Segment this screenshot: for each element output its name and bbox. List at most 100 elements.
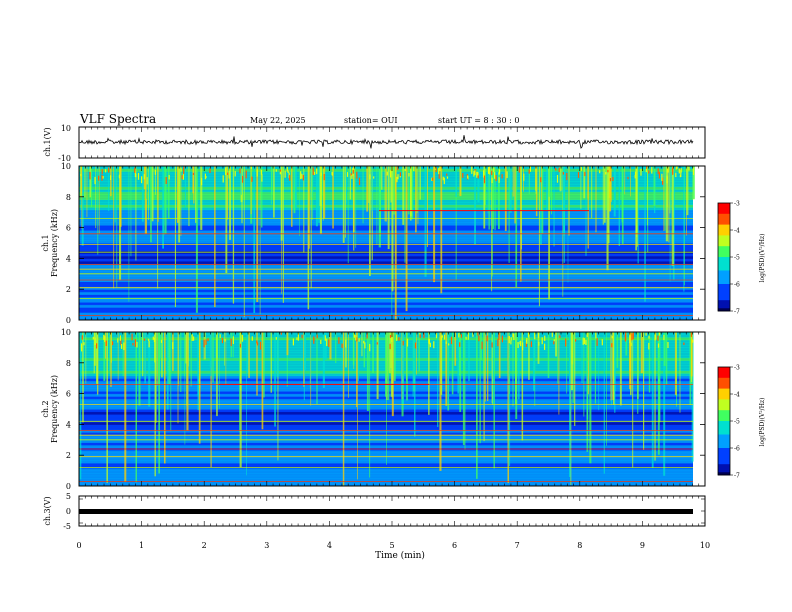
high-frequency-burst xyxy=(495,175,497,182)
sferic-mark xyxy=(185,332,187,364)
time-tick-label: 2 xyxy=(202,541,207,550)
high-frequency-burst xyxy=(529,166,531,172)
high-frequency-burst xyxy=(537,332,540,338)
sferic-mark xyxy=(303,166,305,253)
high-frequency-burst xyxy=(279,169,281,173)
colorbar-cell xyxy=(718,211,730,215)
sferic-mark xyxy=(216,332,218,417)
sferic-mark xyxy=(391,166,394,292)
sferic-mark xyxy=(624,166,626,195)
ch1-spectrogram-ylabel: ch.1 xyxy=(41,234,50,251)
sferic-mark xyxy=(157,166,159,222)
high-frequency-burst xyxy=(609,178,612,182)
sferic-mark xyxy=(416,332,417,375)
sferic-mark xyxy=(455,166,457,280)
high-frequency-burst xyxy=(341,343,343,348)
colorbar-cell xyxy=(718,302,730,306)
spectrogram-band xyxy=(79,266,693,270)
sferic-mark xyxy=(219,332,220,409)
colorbar-cell xyxy=(718,297,730,301)
sferic-mark xyxy=(637,332,639,414)
sferic-mark xyxy=(406,332,408,401)
high-frequency-burst xyxy=(508,336,510,344)
high-frequency-burst xyxy=(565,338,567,347)
sferic-mark xyxy=(610,166,612,202)
high-frequency-burst xyxy=(96,343,98,349)
colorbar-cell xyxy=(718,469,730,473)
sferic-mark xyxy=(138,332,140,394)
high-frequency-burst xyxy=(123,342,125,351)
sferic-mark xyxy=(291,166,293,227)
sferic-mark xyxy=(454,332,457,366)
sferic-mark xyxy=(390,166,392,203)
sferic-mark xyxy=(160,332,162,359)
sferic-mark xyxy=(303,332,305,401)
sferic-mark xyxy=(332,166,334,229)
ytick-label: 2 xyxy=(66,285,71,294)
high-frequency-burst xyxy=(489,166,491,175)
high-frequency-burst xyxy=(523,173,525,181)
high-frequency-burst xyxy=(108,167,110,173)
ch1-colorbar: -3 -4 -5 -6 -7 xyxy=(717,201,740,316)
high-frequency-burst xyxy=(301,334,303,339)
sferic-mark xyxy=(138,332,141,406)
high-frequency-burst xyxy=(286,166,288,172)
sferic-mark xyxy=(498,166,500,230)
sferic-mark xyxy=(322,332,325,388)
high-frequency-burst xyxy=(584,171,586,177)
high-frequency-burst xyxy=(134,339,136,347)
high-frequency-burst xyxy=(498,177,500,183)
sferic-mark xyxy=(122,332,124,377)
sferic-mark xyxy=(508,332,511,467)
colorbar-tick-label: -4 xyxy=(734,228,740,235)
ch2-spectrogram-xticks xyxy=(78,332,706,486)
colorbar-cell xyxy=(718,415,730,419)
high-frequency-burst xyxy=(445,341,447,344)
high-frequency-burst xyxy=(228,170,230,179)
sferic-mark xyxy=(170,332,172,432)
colorbar-cell xyxy=(718,396,730,400)
high-frequency-burst xyxy=(520,340,522,347)
high-frequency-burst xyxy=(465,336,467,340)
sferic-mark xyxy=(273,166,275,218)
sferic-mark xyxy=(594,332,596,404)
sferic-mark xyxy=(174,166,176,307)
colorbar-cell xyxy=(718,267,730,271)
sferic-mark xyxy=(164,332,166,464)
high-frequency-burst xyxy=(94,177,96,185)
sferic-mark xyxy=(548,166,551,197)
sferic-mark xyxy=(155,166,156,195)
high-frequency-burst xyxy=(222,175,224,183)
high-frequency-burst xyxy=(538,341,540,346)
high-frequency-burst xyxy=(391,338,393,342)
spectrogram-band xyxy=(79,225,693,229)
sferic-mark xyxy=(363,332,365,368)
sferic-mark xyxy=(604,166,606,223)
high-frequency-burst xyxy=(506,171,508,179)
sferic-mark xyxy=(271,166,273,195)
sferic-mark xyxy=(158,332,160,474)
high-frequency-burst xyxy=(398,337,400,341)
high-frequency-burst xyxy=(352,169,354,174)
high-frequency-burst xyxy=(440,336,442,341)
sferic-mark xyxy=(401,332,404,405)
sferic-mark xyxy=(232,166,235,304)
sferic-mark xyxy=(459,332,462,412)
sferic-mark xyxy=(559,166,562,192)
high-frequency-burst xyxy=(141,176,143,184)
spectrogram-band xyxy=(79,271,693,275)
sferic-mark xyxy=(515,332,518,420)
sferic-mark xyxy=(227,166,229,220)
high-frequency-burst xyxy=(101,175,103,181)
sferic-mark xyxy=(239,332,240,432)
high-frequency-burst xyxy=(558,167,560,173)
high-frequency-burst xyxy=(242,175,244,183)
high-frequency-burst xyxy=(320,339,322,344)
sferic-mark xyxy=(256,332,258,396)
high-frequency-burst xyxy=(239,168,241,174)
sferic-mark xyxy=(225,166,228,273)
sferic-mark xyxy=(477,166,480,203)
high-frequency-burst xyxy=(134,171,136,178)
high-frequency-burst xyxy=(118,174,120,179)
colorbar-tick-label: -5 xyxy=(734,419,740,426)
